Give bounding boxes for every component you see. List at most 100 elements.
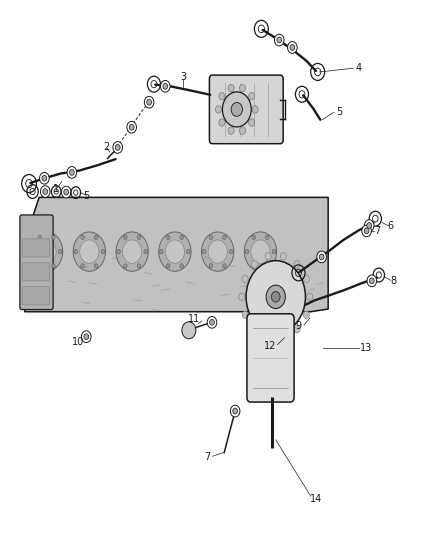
Circle shape (275, 34, 284, 46)
Circle shape (304, 275, 310, 282)
Circle shape (251, 240, 270, 263)
Circle shape (369, 278, 374, 284)
Circle shape (223, 92, 251, 127)
Circle shape (187, 249, 190, 254)
Circle shape (37, 240, 56, 263)
Circle shape (219, 93, 225, 100)
Circle shape (67, 166, 77, 178)
Circle shape (81, 264, 84, 268)
Circle shape (84, 334, 88, 340)
Circle shape (144, 249, 148, 254)
Text: 13: 13 (360, 343, 373, 353)
FancyBboxPatch shape (22, 239, 49, 257)
Circle shape (228, 127, 234, 134)
Circle shape (294, 261, 300, 268)
Circle shape (163, 83, 168, 89)
Circle shape (209, 235, 213, 239)
Circle shape (240, 127, 246, 134)
Circle shape (280, 253, 286, 260)
Circle shape (159, 249, 163, 254)
Circle shape (244, 232, 277, 271)
Circle shape (61, 186, 71, 198)
Text: 1: 1 (53, 184, 59, 195)
FancyBboxPatch shape (22, 263, 49, 281)
Circle shape (290, 45, 295, 51)
Circle shape (58, 249, 62, 254)
Circle shape (70, 169, 74, 175)
Circle shape (317, 251, 326, 263)
Circle shape (101, 249, 105, 254)
Text: 6: 6 (388, 221, 394, 231)
Text: 7: 7 (374, 226, 380, 236)
Text: 5: 5 (336, 107, 342, 117)
Circle shape (288, 42, 297, 53)
Circle shape (362, 225, 371, 237)
Circle shape (165, 240, 184, 263)
Circle shape (252, 264, 255, 268)
Circle shape (252, 106, 258, 113)
Circle shape (246, 261, 305, 333)
Polygon shape (25, 197, 328, 312)
Circle shape (265, 334, 271, 341)
Circle shape (265, 264, 269, 268)
Text: 3: 3 (180, 72, 186, 82)
Circle shape (367, 275, 377, 287)
Circle shape (223, 235, 226, 239)
Circle shape (304, 311, 310, 319)
Circle shape (38, 235, 42, 239)
Circle shape (137, 264, 141, 268)
Circle shape (137, 235, 141, 239)
Circle shape (252, 235, 255, 239)
FancyBboxPatch shape (209, 75, 283, 144)
Circle shape (277, 37, 282, 43)
Circle shape (251, 326, 258, 333)
Circle shape (207, 317, 217, 328)
Circle shape (280, 334, 286, 341)
Circle shape (266, 285, 286, 309)
Circle shape (307, 293, 313, 301)
Circle shape (159, 232, 191, 271)
Circle shape (223, 264, 226, 268)
Text: 14: 14 (310, 494, 322, 504)
Circle shape (166, 264, 170, 268)
Circle shape (180, 235, 184, 239)
Circle shape (160, 80, 170, 92)
Circle shape (81, 235, 84, 239)
Circle shape (145, 96, 154, 108)
Circle shape (147, 99, 152, 105)
FancyBboxPatch shape (247, 314, 294, 402)
Circle shape (116, 232, 148, 271)
Circle shape (367, 223, 371, 229)
Circle shape (117, 249, 120, 254)
Circle shape (124, 235, 127, 239)
Circle shape (208, 240, 227, 263)
Circle shape (272, 249, 276, 254)
Text: 4: 4 (356, 63, 362, 73)
Circle shape (52, 264, 55, 268)
Circle shape (31, 249, 35, 254)
Circle shape (210, 319, 215, 325)
Text: 8: 8 (391, 276, 397, 286)
Circle shape (201, 232, 234, 271)
Circle shape (64, 189, 69, 195)
Circle shape (40, 185, 50, 197)
Circle shape (242, 275, 248, 282)
Circle shape (81, 331, 91, 343)
Text: 10: 10 (72, 337, 84, 347)
Circle shape (249, 119, 255, 126)
Circle shape (240, 84, 246, 92)
Text: 11: 11 (188, 314, 200, 324)
Text: 9: 9 (295, 321, 301, 331)
Circle shape (166, 235, 170, 239)
Circle shape (202, 249, 206, 254)
Circle shape (127, 122, 137, 133)
Circle shape (233, 408, 237, 414)
Circle shape (251, 261, 258, 268)
Circle shape (265, 253, 271, 260)
Circle shape (52, 235, 55, 239)
Circle shape (228, 84, 234, 92)
Circle shape (215, 106, 222, 113)
Circle shape (94, 264, 98, 268)
Circle shape (124, 264, 127, 268)
Circle shape (294, 326, 300, 333)
